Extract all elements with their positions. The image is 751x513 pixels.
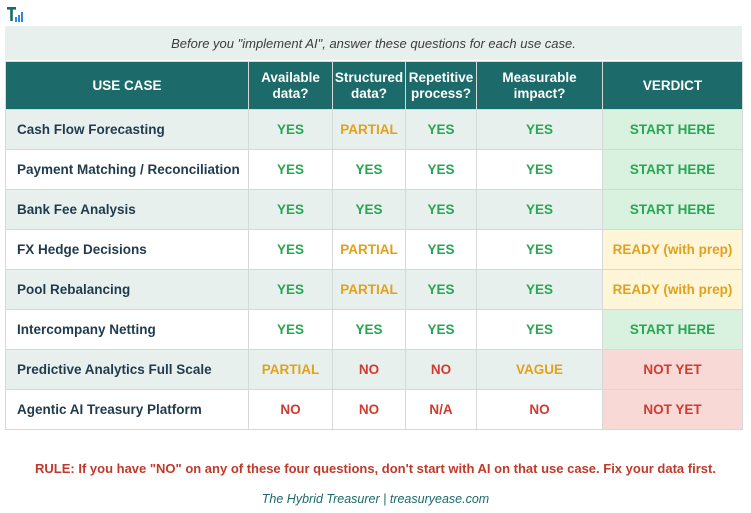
header-use-case: USE CASE xyxy=(5,61,249,110)
header-structured-data: Structured data? xyxy=(332,61,406,110)
header-measurable-impact: Measurable impact? xyxy=(476,61,603,110)
header-repetitive-process: Repetitive process? xyxy=(405,61,477,110)
repetitive-cell: N/A xyxy=(405,389,477,430)
table-row: Cash Flow Forecasting YES PARTIAL YES YE… xyxy=(5,109,743,150)
verdict-cell: START HERE xyxy=(602,149,743,190)
rule-text: RULE: If you have "NO" on any of these f… xyxy=(35,461,716,476)
verdict-cell: START HERE xyxy=(602,109,743,150)
verdict-cell: NOT YET xyxy=(602,349,743,390)
structured-cell: PARTIAL xyxy=(332,229,406,270)
available-cell: YES xyxy=(248,269,333,310)
use-case-table: USE CASE Available data? Structured data? … xyxy=(5,61,743,430)
measurable-cell: YES xyxy=(476,189,603,230)
verdict-cell: START HERE xyxy=(602,189,743,230)
repetitive-cell: YES xyxy=(405,229,477,270)
verdict-cell: READY (with prep) xyxy=(602,229,743,270)
repetitive-cell: YES xyxy=(405,309,477,350)
table-header-row: USE CASE Available data? Structured data? … xyxy=(5,61,743,110)
structured-cell: YES xyxy=(332,189,406,230)
structured-cell: NO xyxy=(332,389,406,430)
verdict-cell: NOT YET xyxy=(602,389,743,430)
use-case-name: Pool Rebalancing xyxy=(5,269,249,310)
use-case-name: Intercompany Netting xyxy=(5,309,249,350)
structured-cell: YES xyxy=(332,309,406,350)
use-case-name: Predictive Analytics Full Scale xyxy=(5,349,249,390)
use-case-name: Agentic AI Treasury Platform xyxy=(5,389,249,430)
table-row: Bank Fee Analysis YES YES YES YES START … xyxy=(5,189,743,230)
measurable-cell: VAGUE xyxy=(476,349,603,390)
header-available-data: Available data? xyxy=(248,61,333,110)
verdict-cell: READY (with prep) xyxy=(602,269,743,310)
table-row: Payment Matching / Reconciliation YES YE… xyxy=(5,149,743,190)
available-cell: YES xyxy=(248,149,333,190)
available-cell: PARTIAL xyxy=(248,349,333,390)
subtitle-banner: Before you "implement AI", answer these … xyxy=(5,26,742,60)
use-case-name: Cash Flow Forecasting xyxy=(5,109,249,150)
measurable-cell: YES xyxy=(476,309,603,350)
repetitive-cell: YES xyxy=(405,269,477,310)
measurable-cell: NO xyxy=(476,389,603,430)
repetitive-cell: YES xyxy=(405,149,477,190)
table-row: FX Hedge Decisions YES PARTIAL YES YES R… xyxy=(5,229,743,270)
structured-cell: NO xyxy=(332,349,406,390)
available-cell: YES xyxy=(248,229,333,270)
measurable-cell: YES xyxy=(476,109,603,150)
use-case-name: Bank Fee Analysis xyxy=(5,189,249,230)
structured-cell: PARTIAL xyxy=(332,269,406,310)
brand-logo-icon xyxy=(6,6,26,24)
available-cell: NO xyxy=(248,389,333,430)
footer-credit: The Hybrid Treasurer | treasuryease.com xyxy=(261,492,490,506)
verdict-cell: START HERE xyxy=(602,309,743,350)
header-verdict: VERDICT xyxy=(602,61,743,110)
measurable-cell: YES xyxy=(476,229,603,270)
available-cell: YES xyxy=(248,309,333,350)
available-cell: YES xyxy=(248,109,333,150)
table-row: Predictive Analytics Full Scale PARTIAL … xyxy=(5,349,743,390)
structured-cell: YES xyxy=(332,149,406,190)
use-case-name: FX Hedge Decisions xyxy=(5,229,249,270)
repetitive-cell: YES xyxy=(405,109,477,150)
repetitive-cell: YES xyxy=(405,189,477,230)
measurable-cell: YES xyxy=(476,269,603,310)
table-row: Pool Rebalancing YES PARTIAL YES YES REA… xyxy=(5,269,743,310)
measurable-cell: YES xyxy=(476,149,603,190)
repetitive-cell: NO xyxy=(405,349,477,390)
table-row: Intercompany Netting YES YES YES YES STA… xyxy=(5,309,743,350)
use-case-name: Payment Matching / Reconciliation xyxy=(5,149,249,190)
structured-cell: PARTIAL xyxy=(332,109,406,150)
available-cell: YES xyxy=(248,189,333,230)
table-row: Agentic AI Treasury Platform NO NO N/A N… xyxy=(5,389,743,430)
